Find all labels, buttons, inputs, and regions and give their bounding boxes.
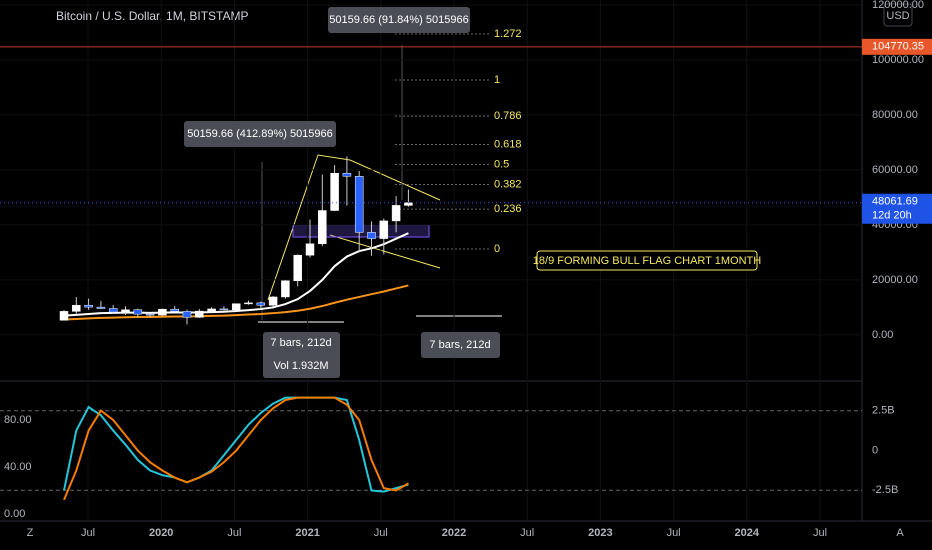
candle-body bbox=[256, 302, 266, 306]
annotation: 7 bars, 212d bbox=[270, 337, 331, 349]
log-button[interactable]: Z bbox=[27, 527, 34, 539]
y-tick-label: 40.00 bbox=[4, 461, 32, 473]
candle-body bbox=[268, 296, 278, 306]
price-tag bbox=[862, 193, 932, 224]
oscillator-line bbox=[63, 396, 409, 493]
candle-body bbox=[195, 310, 204, 318]
candle-body bbox=[96, 306, 106, 309]
moving-average bbox=[63, 232, 409, 317]
candle-body bbox=[121, 309, 130, 313]
annotation: 50159.66 (91.84%) 5015966 bbox=[329, 14, 468, 26]
candle-body bbox=[318, 210, 327, 245]
candle-body bbox=[170, 308, 179, 312]
candle-body bbox=[379, 220, 389, 239]
candle-body bbox=[72, 304, 81, 312]
candle-body bbox=[391, 205, 401, 222]
countdown: 12d 20h bbox=[872, 210, 912, 222]
currency-button[interactable] bbox=[883, 3, 913, 27]
candle-body bbox=[281, 280, 290, 298]
annotation-box bbox=[536, 250, 758, 271]
x-tick-label: 2021 bbox=[295, 527, 319, 539]
y-tick-label: 60000.00 bbox=[872, 164, 918, 176]
annotation-box bbox=[263, 332, 340, 378]
candle-body bbox=[244, 302, 253, 305]
price-tag bbox=[862, 38, 932, 55]
y-tick-label: 80.00 bbox=[4, 414, 32, 426]
y-tick-label: 0.00 bbox=[4, 508, 25, 520]
fib-label: 0.618 bbox=[494, 138, 522, 150]
candle-body bbox=[207, 308, 216, 312]
candle-body bbox=[293, 254, 302, 281]
x-tick-label: Jul bbox=[81, 527, 95, 539]
y2-tick-label: 2.5B bbox=[872, 405, 895, 417]
moving-average bbox=[63, 284, 409, 321]
candle-body bbox=[145, 313, 155, 316]
y-tick-label: 120000.00 bbox=[872, 0, 924, 11]
price-tag-text: 104770.35 bbox=[872, 41, 924, 53]
y2-tick-label: -2.5B bbox=[872, 484, 898, 496]
annotation: 18/9 FORMING BULL FLAG CHART 1MONTH bbox=[533, 255, 761, 267]
fib-label: 0.236 bbox=[494, 203, 522, 215]
price-tag-text: 48061.69 bbox=[872, 196, 918, 208]
fib-label: 1 bbox=[494, 74, 500, 86]
y-tick-label: 80000.00 bbox=[872, 109, 918, 121]
fib-label: 0.786 bbox=[494, 110, 522, 122]
annotation-box bbox=[421, 332, 500, 358]
x-tick-label: Jul bbox=[227, 527, 241, 539]
annotation: 50159.66 (412.89%) 5015966 bbox=[187, 128, 333, 140]
candle-body bbox=[231, 303, 241, 310]
annotation-box bbox=[184, 121, 336, 147]
candle-body bbox=[305, 243, 315, 256]
candle-body bbox=[219, 308, 229, 311]
candle-body bbox=[59, 311, 69, 321]
fib-label: 0.5 bbox=[494, 158, 509, 170]
candle-body bbox=[342, 172, 352, 177]
y-tick-label: 20000.00 bbox=[872, 274, 918, 286]
flag-line bbox=[329, 234, 441, 269]
annotation-box bbox=[328, 7, 470, 33]
x-tick-label: Jul bbox=[520, 527, 534, 539]
candle-body bbox=[354, 176, 364, 233]
fib-label: 1.272 bbox=[494, 28, 522, 40]
candle-body bbox=[84, 304, 93, 308]
x-tick-label: 2024 bbox=[735, 527, 760, 539]
auto-button[interactable]: A bbox=[896, 527, 904, 539]
y2-tick-label: 0 bbox=[872, 444, 878, 456]
y-tick-label: 0.00 bbox=[872, 329, 893, 341]
oscillator-line bbox=[63, 396, 409, 501]
x-tick-label: Jul bbox=[374, 527, 388, 539]
x-tick-label: Jul bbox=[667, 527, 681, 539]
candle-body bbox=[367, 232, 376, 239]
x-tick-label: 2022 bbox=[442, 527, 466, 539]
currency[interactable]: USD bbox=[886, 10, 909, 22]
candle-body bbox=[330, 172, 339, 211]
annotation: Vol 1.932M bbox=[273, 360, 328, 372]
annotation: 7 bars, 212d bbox=[429, 339, 490, 351]
fib-label: 0 bbox=[494, 243, 500, 255]
x-tick-label: 2020 bbox=[149, 527, 173, 539]
candle-body bbox=[133, 309, 143, 315]
fib-label: 0.382 bbox=[494, 178, 522, 190]
y-tick-label: 100000.00 bbox=[872, 54, 924, 66]
candle-body bbox=[108, 308, 118, 313]
candle-body bbox=[182, 311, 192, 318]
chart-title: Bitcoin / U.S. Dollar, 1M, BITSTAMP bbox=[56, 9, 249, 23]
x-tick-label: 2023 bbox=[588, 527, 612, 539]
candle-body bbox=[158, 308, 167, 316]
x-tick-label: Jul bbox=[813, 527, 827, 539]
